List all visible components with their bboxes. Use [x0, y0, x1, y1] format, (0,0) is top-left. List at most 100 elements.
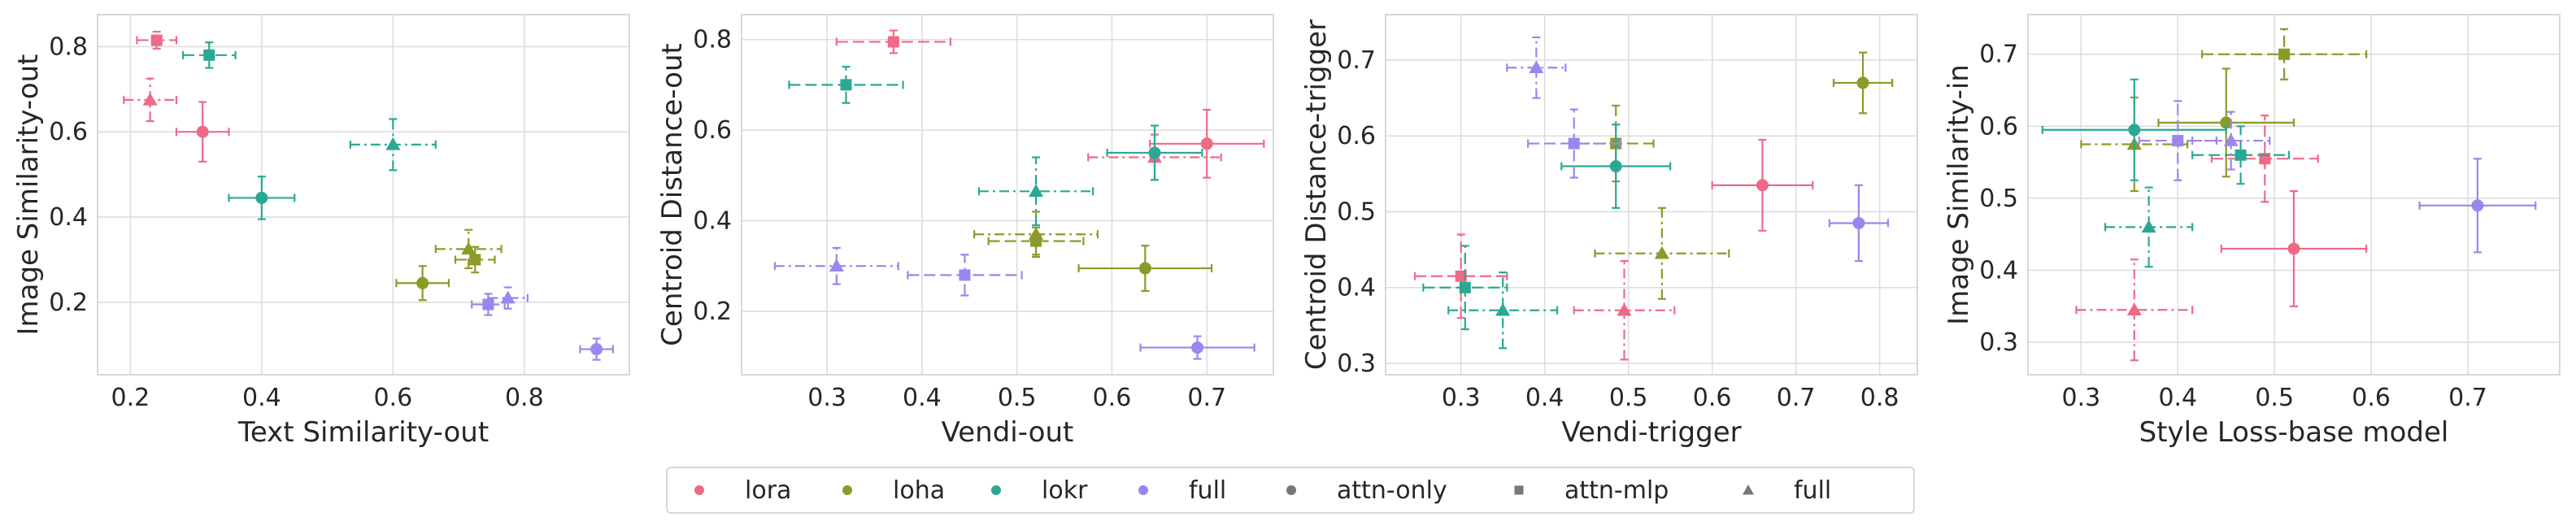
y-axis-label: Centroid Distance-out — [656, 43, 689, 346]
legend-marker — [1286, 485, 1296, 495]
data-point-lokr-attn-mlp — [181, 41, 237, 69]
point-marker — [1617, 302, 1632, 316]
point-marker — [840, 79, 852, 91]
data-point-lora-attn-only — [2220, 189, 2368, 307]
y-tick-label: 0.5 — [1337, 198, 1376, 226]
legend-marker — [1138, 485, 1148, 495]
point-marker — [1148, 146, 1161, 159]
legend-marker — [991, 485, 1001, 495]
x-tick-label: 0.6 — [2352, 384, 2391, 412]
legend-entry-2: lokr — [991, 476, 1088, 505]
data-point-lokr-full — [2104, 186, 2194, 268]
data-point-loha-full — [1594, 206, 1730, 300]
data-point-lora-attn-mlp — [835, 29, 952, 54]
y-tick-label: 0.6 — [1337, 122, 1376, 150]
point-marker — [150, 34, 163, 46]
y-tick-label: 0.6 — [49, 118, 88, 146]
point-marker — [1459, 281, 1471, 293]
point-marker — [203, 49, 215, 61]
data-point-full-attn-only — [579, 337, 614, 361]
point-marker — [2128, 124, 2141, 137]
point-marker — [469, 254, 481, 266]
y-axis-label: Centroid Distance-trigger — [1300, 20, 1333, 370]
point-marker — [887, 36, 899, 48]
x-tick-label: 0.6 — [373, 384, 412, 412]
point-marker — [1029, 227, 1044, 241]
data-point-full-full — [1506, 36, 1567, 99]
x-tick-label: 0.6 — [1093, 384, 1132, 412]
x-axis-label: Style Loss-base model — [2139, 416, 2449, 449]
data-point-loha-attn-mlp — [2200, 28, 2368, 80]
plot-border — [1385, 14, 1918, 376]
data-point-full-full — [773, 246, 899, 285]
point-marker — [1609, 160, 1622, 173]
point-marker — [385, 137, 401, 150]
legend-label: attn-mlp — [1564, 476, 1669, 505]
legend-label: full — [1189, 476, 1226, 505]
plot-area — [742, 15, 1273, 375]
data-point-full-attn-mlp — [2138, 100, 2217, 181]
data-point-loha-attn-only — [1832, 51, 1894, 115]
x-tick-label: 0.4 — [2158, 384, 2197, 412]
y-tick-label: 0.6 — [1979, 112, 2018, 141]
data-point-loha-attn-mlp — [454, 245, 496, 274]
data-point-lokr-attn-mlp — [2191, 125, 2291, 185]
legend-label: lora — [745, 476, 791, 505]
x-tick-label: 0.5 — [2255, 384, 2294, 412]
x-tick-label: 0.3 — [1442, 384, 1481, 412]
data-point-lora-attn-mlp — [1413, 233, 1508, 319]
x-tick-label: 0.6 — [1693, 384, 1732, 412]
point-marker — [1029, 184, 1044, 198]
chart-panel-3: 0.3 0.4 0.5 0.6 0.7 0.8 0.3 0.4 0.5 0.6 0.7 Vendi-t… — [1300, 14, 1918, 449]
point-marker — [590, 343, 603, 356]
data-point-full-attn-mlp — [907, 254, 1023, 297]
data-point-full-attn-only — [1828, 184, 1890, 263]
x-axis-label: Vendi-trigger — [1561, 416, 1741, 449]
point-marker — [461, 241, 476, 255]
chart-panel-2: 0.3 0.4 0.5 0.6 0.7 0.2 0.4 0.6 0.8 Vendi-out Cent… — [656, 14, 1274, 449]
y-axis-label: Image Similarity-in — [1943, 64, 1975, 325]
y-tick-label: 0.5 — [1979, 185, 2018, 213]
legend-entry-5: attn-mlp — [1514, 476, 1669, 505]
y-tick-label: 0.2 — [693, 298, 732, 326]
data-point-lokr-attn-only — [1560, 124, 1672, 209]
point-marker — [1856, 76, 1869, 89]
plot-border — [741, 14, 1274, 376]
x-tick-label: 0.5 — [998, 384, 1037, 412]
data-point-full-attn-only — [1139, 335, 1255, 360]
data-point-loha-attn-only — [2157, 67, 2295, 178]
y-tick-label: 0.4 — [1979, 257, 2018, 285]
y-tick-label: 0.8 — [49, 33, 88, 61]
point-marker — [2223, 133, 2239, 146]
point-marker — [959, 269, 971, 281]
x-tick-label: 0.7 — [2448, 384, 2487, 412]
data-point-lora-full — [1573, 260, 1676, 361]
chart-panel-4: 0.3 0.4 0.5 0.6 0.7 0.3 0.4 0.5 0.6 0.7 Style Loss… — [1943, 14, 2561, 449]
y-tick-label: 0.4 — [693, 207, 732, 236]
data-point-lokr-attn-mlp — [788, 65, 904, 104]
point-marker — [1191, 341, 1204, 354]
point-marker — [2278, 48, 2291, 60]
legend-marker — [1743, 484, 1754, 495]
x-axis-label: Text Similarity-out — [237, 416, 489, 449]
legend-marker — [842, 485, 852, 495]
y-tick-label: 0.7 — [1979, 41, 2018, 69]
y-tick-label: 0.3 — [1337, 350, 1376, 378]
data-point-lokr-attn-only — [2041, 78, 2227, 181]
point-marker — [1529, 60, 1544, 74]
y-tick-label: 0.4 — [49, 203, 88, 232]
data-point-full-attn-only — [2418, 158, 2537, 254]
point-marker — [255, 191, 268, 204]
x-tick-label: 0.3 — [2062, 384, 2101, 412]
x-tick-label: 0.5 — [1609, 384, 1648, 412]
data-point-loha-attn-only — [395, 265, 450, 302]
data-point-full-full — [2191, 111, 2271, 171]
point-marker — [1756, 179, 1769, 192]
x-tick-label: 0.4 — [903, 384, 942, 412]
data-point-lora-attn-mlp — [136, 30, 177, 50]
legend: lora loha lokr full attn-only attn-mlp full — [666, 467, 1915, 514]
legend-label: lokr — [1042, 476, 1088, 505]
point-marker — [482, 298, 494, 311]
legend-label: loha — [893, 476, 945, 505]
